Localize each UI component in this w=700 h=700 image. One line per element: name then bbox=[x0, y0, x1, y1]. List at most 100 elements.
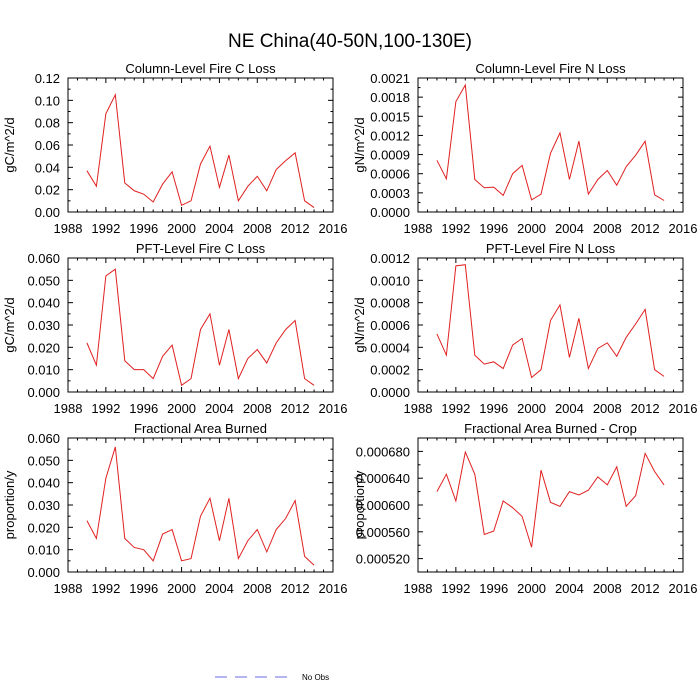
x-tick-label: 2016 bbox=[669, 401, 698, 416]
y-tick-label: 0.0009 bbox=[370, 148, 410, 163]
series-line bbox=[86, 446, 315, 566]
x-tick-label: 1992 bbox=[91, 221, 120, 236]
x-tick-label: 2004 bbox=[555, 221, 584, 236]
x-tick-label: 1996 bbox=[479, 581, 508, 596]
y-tick-label: 0.050 bbox=[27, 273, 60, 288]
y-tick-label: 0.12 bbox=[35, 71, 60, 86]
plot-frame bbox=[417, 257, 684, 393]
panel-title: PFT-Level Fire N Loss bbox=[486, 241, 616, 256]
x-tick-label: 2004 bbox=[205, 581, 234, 596]
y-tick-label: 0.000640 bbox=[356, 471, 410, 486]
panel-title: Fractional Area Burned - Crop bbox=[464, 421, 637, 436]
y-tick-label: 0.06 bbox=[35, 138, 60, 153]
x-tick-label: 2004 bbox=[555, 581, 584, 596]
x-tick-label: 2000 bbox=[167, 221, 196, 236]
x-tick-label: 2004 bbox=[205, 401, 234, 416]
y-tick-label: 0.000520 bbox=[356, 552, 410, 567]
x-tick-label: 1988 bbox=[404, 581, 433, 596]
series-line bbox=[436, 83, 665, 201]
x-tick-label: 2012 bbox=[631, 401, 660, 416]
x-tick-label: 1988 bbox=[54, 581, 83, 596]
y-tick-label: 0.000680 bbox=[356, 444, 410, 459]
y-tick-label: 0.0012 bbox=[370, 251, 410, 266]
plot-frame bbox=[417, 437, 684, 573]
y-tick-label: 0.0008 bbox=[370, 296, 410, 311]
legend: No Obs bbox=[215, 673, 329, 682]
x-tick-label: 1996 bbox=[479, 401, 508, 416]
figure-title: NE China(40-50N,100-130E) bbox=[228, 31, 472, 52]
y-tick-label: 0.030 bbox=[27, 498, 60, 513]
x-tick-label: 2004 bbox=[555, 401, 584, 416]
panel-title: Column-Level Fire N Loss bbox=[475, 61, 626, 76]
x-tick-label: 2012 bbox=[631, 221, 660, 236]
y-tick-label: 0.0015 bbox=[370, 109, 410, 124]
x-tick-label: 2016 bbox=[319, 401, 348, 416]
y-tick-label: 0.00 bbox=[35, 205, 60, 220]
chart-panel-column-level-fire-n-loss: Column-Level Fire N Loss 1988 1992 1996 2000… bbox=[352, 61, 697, 236]
y-tick-label: 0.0021 bbox=[370, 71, 410, 86]
legend-label-no-obs: No Obs bbox=[302, 673, 329, 682]
y-tick-label: 0.0000 bbox=[370, 385, 410, 400]
series-line bbox=[86, 92, 315, 208]
x-tick-label: 2016 bbox=[319, 221, 348, 236]
y-tick-label: 0.0012 bbox=[370, 128, 410, 143]
series-line bbox=[436, 450, 665, 548]
chart-panel-fractional-area-burned: Fractional Area Burned 1988 1992 1996 2000 20… bbox=[2, 421, 347, 596]
y-axis-label: proportion/y bbox=[2, 470, 17, 539]
x-tick-label: 1996 bbox=[129, 401, 158, 416]
chart-panel-fractional-area-burned-crop: Fractional Area Burned - Crop 1988 1992 199… bbox=[352, 421, 697, 596]
x-tick-label: 2000 bbox=[517, 581, 546, 596]
x-tick-label: 2012 bbox=[631, 581, 660, 596]
chart-panel-pft-level-fire-c-loss: PFT-Level Fire C Loss 1988 1992 1996 2000 200… bbox=[2, 241, 347, 416]
y-tick-label: 0.000 bbox=[27, 385, 60, 400]
chart-panels: Column-Level Fire C Loss 1988 1992 1996 2000… bbox=[2, 61, 697, 596]
y-tick-label: 0.08 bbox=[35, 116, 60, 131]
x-tick-label: 2008 bbox=[593, 401, 622, 416]
y-tick-label: 0.0004 bbox=[370, 340, 410, 355]
y-tick-label: 0.0003 bbox=[370, 186, 410, 201]
panel-title: Fractional Area Burned bbox=[134, 421, 267, 436]
y-tick-label: 0.0018 bbox=[370, 90, 410, 105]
x-tick-label: 1988 bbox=[404, 221, 433, 236]
x-tick-label: 2000 bbox=[517, 221, 546, 236]
y-tick-label: 0.050 bbox=[27, 453, 60, 468]
x-tick-label: 2016 bbox=[669, 581, 698, 596]
y-tick-label: 0.020 bbox=[27, 520, 60, 535]
y-tick-label: 0.030 bbox=[27, 318, 60, 333]
y-tick-label: 0.04 bbox=[35, 160, 60, 175]
x-tick-label: 1996 bbox=[129, 581, 158, 596]
x-tick-label: 1988 bbox=[54, 401, 83, 416]
x-tick-label: 1996 bbox=[479, 221, 508, 236]
x-tick-label: 1992 bbox=[441, 401, 470, 416]
panel-title: PFT-Level Fire C Loss bbox=[136, 241, 266, 256]
series-line bbox=[436, 264, 665, 379]
x-tick-label: 2000 bbox=[167, 581, 196, 596]
y-tick-label: 0.0006 bbox=[370, 318, 410, 333]
x-tick-label: 2008 bbox=[243, 581, 272, 596]
y-tick-label: 0.000 bbox=[27, 565, 60, 580]
chart-panel-pft-level-fire-n-loss: PFT-Level Fire N Loss 1988 1992 1996 2000 200… bbox=[352, 241, 697, 416]
series-line bbox=[86, 268, 315, 387]
y-tick-label: 0.0002 bbox=[370, 363, 410, 378]
y-tick-label: 0.10 bbox=[35, 93, 60, 108]
y-axis-label: gC/m^2/d bbox=[2, 117, 17, 172]
y-axis-label: proportion/y bbox=[352, 470, 367, 539]
y-axis-label: gN/m^2/d bbox=[352, 297, 367, 352]
y-tick-label: 0.000600 bbox=[356, 498, 410, 513]
x-tick-label: 2016 bbox=[319, 581, 348, 596]
x-tick-label: 2016 bbox=[669, 221, 698, 236]
x-tick-label: 1992 bbox=[91, 581, 120, 596]
x-tick-label: 2012 bbox=[281, 401, 310, 416]
y-tick-label: 0.040 bbox=[27, 476, 60, 491]
y-tick-label: 0.060 bbox=[27, 431, 60, 446]
x-tick-label: 2012 bbox=[281, 581, 310, 596]
x-tick-label: 2008 bbox=[243, 221, 272, 236]
y-axis-label: gC/m^2/d bbox=[2, 297, 17, 352]
y-tick-label: 0.010 bbox=[27, 543, 60, 558]
x-tick-label: 2008 bbox=[243, 401, 272, 416]
y-tick-label: 0.010 bbox=[27, 363, 60, 378]
x-tick-label: 1988 bbox=[54, 221, 83, 236]
plot-frame bbox=[67, 257, 334, 393]
x-tick-label: 2000 bbox=[517, 401, 546, 416]
